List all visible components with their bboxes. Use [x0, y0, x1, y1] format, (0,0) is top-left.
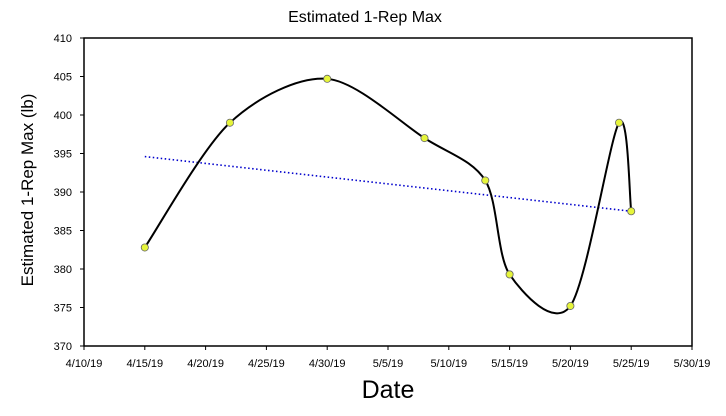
data-point-marker [323, 74, 332, 83]
data-point-marker [615, 118, 624, 127]
y-tick-label: 410 [54, 33, 72, 45]
x-axis-label: Date [362, 376, 415, 404]
data-point-marker [566, 301, 575, 310]
x-tick-label: 4/15/19 [126, 358, 163, 370]
chart-title: Estimated 1-Rep Max [288, 9, 442, 26]
y-tick-label: 370 [54, 341, 72, 353]
trendline [144, 155, 632, 213]
y-tick-label: 405 [54, 72, 72, 84]
series-layer [140, 74, 636, 315]
y-tick-label: 375 [54, 303, 72, 315]
y-tick-label: 400 [54, 110, 72, 122]
y-tick-label: 395 [54, 149, 72, 161]
x-tick-label: 4/20/19 [187, 358, 224, 370]
x-tick-label: 5/20/19 [552, 358, 589, 370]
x-tick-label: 4/10/19 [66, 358, 103, 370]
y-axis: 370 375 380 385 390 395 400 405 410 [54, 33, 84, 353]
x-tick-label: 5/15/19 [491, 358, 528, 370]
data-point-marker [481, 176, 490, 185]
data-point-marker [140, 243, 149, 252]
data-point-marker [627, 207, 636, 216]
x-tick-label: 5/25/19 [613, 358, 650, 370]
y-axis-label: Estimated 1-Rep Max (lb) [18, 94, 37, 287]
y-tick-label: 385 [54, 226, 72, 238]
x-tick-label: 5/5/19 [373, 358, 404, 370]
plot-area [83, 37, 693, 347]
x-tick-label: 5/10/19 [430, 358, 467, 370]
x-axis: 4/10/19 4/15/19 4/20/19 4/25/19 4/30/19 5/5/1… [66, 346, 711, 370]
x-tick-label: 4/25/19 [248, 358, 285, 370]
data-point-marker [505, 270, 514, 279]
y-tick-label: 380 [54, 264, 72, 276]
x-tick-label: 5/30/19 [674, 358, 711, 370]
y-tick-label: 390 [54, 187, 72, 199]
data-point-marker [420, 134, 429, 143]
x-tick-label: 4/30/19 [309, 358, 346, 370]
data-point-marker [225, 118, 234, 127]
